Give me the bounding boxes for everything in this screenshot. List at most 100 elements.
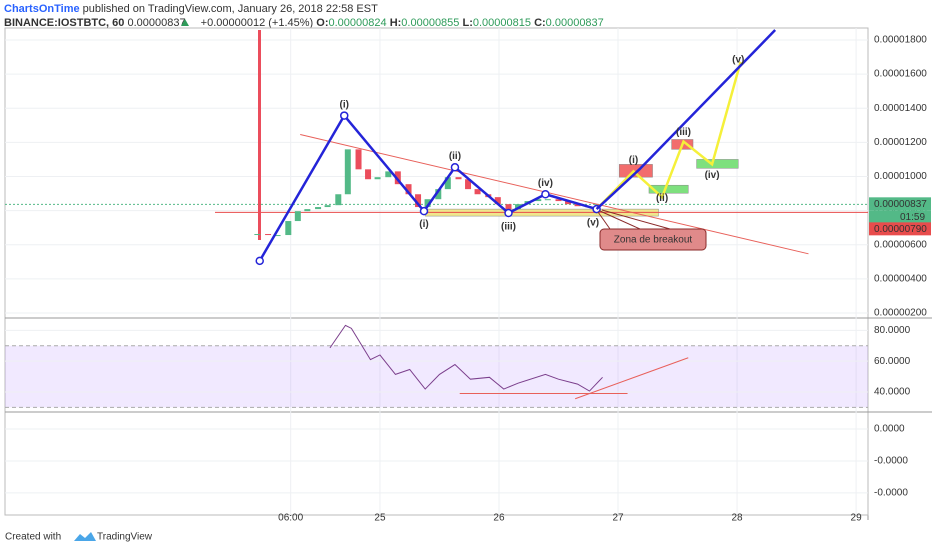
close: 0.00000837	[546, 17, 604, 29]
up-arrow	[181, 19, 189, 26]
candle	[304, 209, 311, 212]
c-label: C:	[534, 17, 546, 29]
logo	[74, 532, 96, 541]
y-tick-label: 0.00000200	[874, 308, 927, 319]
price-tag-label: 0.00000837	[874, 199, 927, 210]
wave-label: (iv)	[705, 170, 720, 181]
candle	[335, 194, 342, 206]
x-tick-label: 06:00	[278, 513, 303, 524]
callout-text: Zona de breakout	[614, 235, 693, 246]
wave-label: (ii)	[656, 193, 668, 204]
wave-label: (v)	[587, 218, 599, 229]
candle	[405, 184, 412, 195]
y-tick-label: -0.0000	[874, 488, 908, 499]
footer-text: Created with	[5, 532, 61, 543]
y-tick-label: 0.00001200	[874, 137, 927, 148]
x-tick-label: 28	[731, 513, 743, 524]
candle	[535, 199, 542, 202]
candle	[465, 179, 472, 190]
header-line: ChartsOnTime published on TradingView.co…	[4, 3, 378, 15]
support-tag-label: 0.00000790	[874, 224, 927, 235]
last: 0.00000837	[127, 17, 185, 29]
candle	[555, 199, 562, 202]
support-tag	[869, 222, 931, 236]
l-label: L:	[462, 17, 472, 29]
wave-vertex	[255, 256, 264, 266]
wave-vertex	[450, 163, 460, 172]
h-label: H:	[390, 17, 402, 29]
trend-line	[595, 29, 777, 211]
candle	[455, 177, 462, 180]
candle	[494, 197, 501, 205]
candle	[544, 199, 551, 201]
candle	[285, 221, 292, 236]
change: +0.00000012 (+1.45%)	[201, 17, 314, 29]
y-tick-label: 0.0000	[874, 424, 905, 435]
wave-vertex	[339, 111, 349, 120]
wave-label: (iii)	[501, 222, 516, 233]
spike	[258, 30, 261, 240]
candle	[415, 194, 422, 208]
wave-label: (ii)	[449, 151, 461, 162]
candle	[265, 234, 272, 236]
y-tick-label: -0.0000	[874, 456, 908, 467]
zone	[696, 159, 739, 169]
y-tick-label: 60.0000	[874, 356, 911, 367]
wave-label: (v)	[732, 55, 744, 66]
high: 0.00000855	[401, 17, 459, 29]
countdown-label: 01:59	[900, 212, 925, 223]
wave-vertex	[419, 206, 429, 216]
candle	[374, 177, 381, 180]
brand[interactable]: ChartsOnTime	[4, 3, 80, 15]
zone	[648, 184, 689, 194]
candle	[565, 201, 572, 205]
trend-line	[575, 357, 689, 400]
wave-label: (i)	[340, 99, 349, 110]
symbol: BINANCE:IOSTBTC, 60	[4, 17, 124, 29]
price-tag	[869, 197, 931, 211]
candle	[474, 189, 481, 195]
wave-label: (i)	[419, 219, 428, 230]
candle	[355, 149, 362, 170]
rsi-line	[329, 324, 603, 392]
y-tick-label: 0.00001800	[874, 35, 927, 46]
published: published on TradingView.com, January 26…	[83, 3, 378, 15]
y-tick-label: 0.00000600	[874, 239, 927, 250]
low: 0.00000815	[473, 17, 531, 29]
candle	[505, 204, 512, 210]
candle	[435, 189, 442, 200]
wave-label: (iii)	[676, 127, 691, 138]
footer-brand[interactable]: TradingView	[97, 532, 153, 543]
candle	[294, 211, 301, 222]
x-tick-label: 27	[612, 513, 624, 524]
candle	[254, 234, 261, 236]
zone	[618, 164, 653, 178]
y-tick-label: 0.00001600	[874, 69, 927, 80]
candle	[344, 149, 351, 195]
candle	[424, 199, 431, 208]
countdown-tag	[869, 210, 931, 224]
candle	[324, 205, 331, 208]
open: 0.00000824	[329, 17, 387, 29]
x-tick-label: 26	[493, 513, 505, 524]
candle	[274, 235, 281, 237]
candle	[444, 177, 451, 190]
x-tick-label: 29	[851, 513, 863, 524]
y-tick-label: 0.00000400	[874, 274, 927, 285]
y-tick-label: 80.0000	[874, 325, 911, 336]
candle	[515, 204, 522, 210]
y-tick-label: 0.00001400	[874, 103, 927, 114]
trend-line	[595, 61, 742, 210]
candle	[385, 171, 392, 178]
trend-line	[300, 134, 809, 255]
wave-vertex	[504, 208, 513, 218]
wave-vertex	[541, 190, 550, 199]
y-tick-label: 40.0000	[874, 387, 911, 398]
symbol-line: BINANCE:IOSTBTC, 60 0.00000837 +0.000000…	[4, 17, 604, 29]
y-tick-label: 0.00001000	[874, 171, 927, 182]
candle	[574, 204, 581, 207]
frame	[4, 27, 869, 516]
